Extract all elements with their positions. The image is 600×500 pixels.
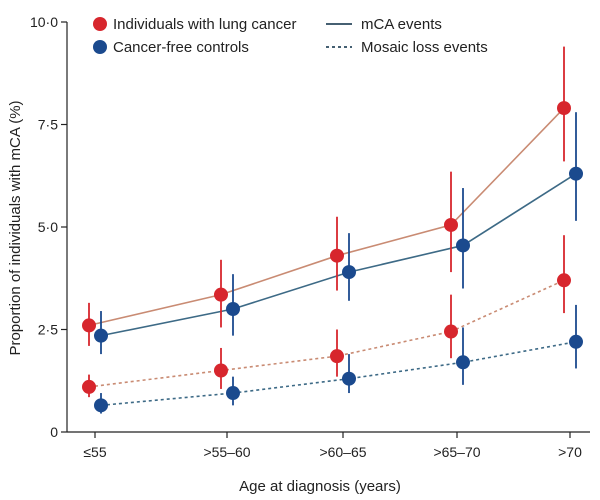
legend-solid-label: mCA events xyxy=(361,16,442,33)
data-point xyxy=(569,166,583,181)
legend-lung-label: Individuals with lung cancer xyxy=(113,16,296,33)
legend-control-label: Cancer-free controls xyxy=(113,39,249,56)
data-point xyxy=(214,363,228,378)
data-point xyxy=(342,265,356,280)
y-tick-label: 10·0 xyxy=(30,14,58,30)
y-tick-label: 2·5 xyxy=(38,322,58,338)
data-point xyxy=(557,273,571,288)
x-tick-label: >60–65 xyxy=(319,444,366,460)
data-point xyxy=(444,324,458,339)
data-point xyxy=(444,217,458,232)
series-layer xyxy=(82,46,583,414)
data-point xyxy=(569,334,583,349)
data-point xyxy=(214,287,228,302)
y-axis-title: Proportion of individuals with mCA (%) xyxy=(7,100,24,355)
y-tick-label: 7·5 xyxy=(38,117,58,133)
x-axis-title: Age at diagnosis (years) xyxy=(239,478,401,495)
x-tick-label: ≤55 xyxy=(83,444,106,460)
legend-control-marker xyxy=(93,40,107,54)
data-point xyxy=(330,248,344,263)
axes: 0 2·5 5·0 7·5 10·0 ≤55 >55–60 >60–65 >65–70 >70 xyxy=(30,14,590,460)
data-point xyxy=(82,379,96,394)
legend-dashed-label: Mosaic loss events xyxy=(361,39,488,56)
x-tick-label: >65–70 xyxy=(433,444,480,460)
data-point xyxy=(342,371,356,386)
data-point xyxy=(82,318,96,333)
data-point xyxy=(557,101,571,116)
legend-lung-marker xyxy=(93,17,107,31)
legend: Individuals with lung cancer Cancer-free… xyxy=(93,16,488,56)
series-line xyxy=(88,279,565,388)
data-point xyxy=(330,349,344,364)
x-tick-label: >55–60 xyxy=(203,444,250,460)
data-point xyxy=(94,328,108,343)
data-point xyxy=(456,355,470,370)
series-line xyxy=(88,107,565,327)
y-tick-label: 0 xyxy=(50,424,58,440)
series-line xyxy=(100,341,577,407)
data-point xyxy=(456,238,470,253)
data-point xyxy=(94,398,108,413)
y-tick-label: 5·0 xyxy=(38,219,58,235)
data-point xyxy=(226,386,240,401)
data-point xyxy=(226,302,240,316)
x-tick-label: >70 xyxy=(558,444,582,460)
